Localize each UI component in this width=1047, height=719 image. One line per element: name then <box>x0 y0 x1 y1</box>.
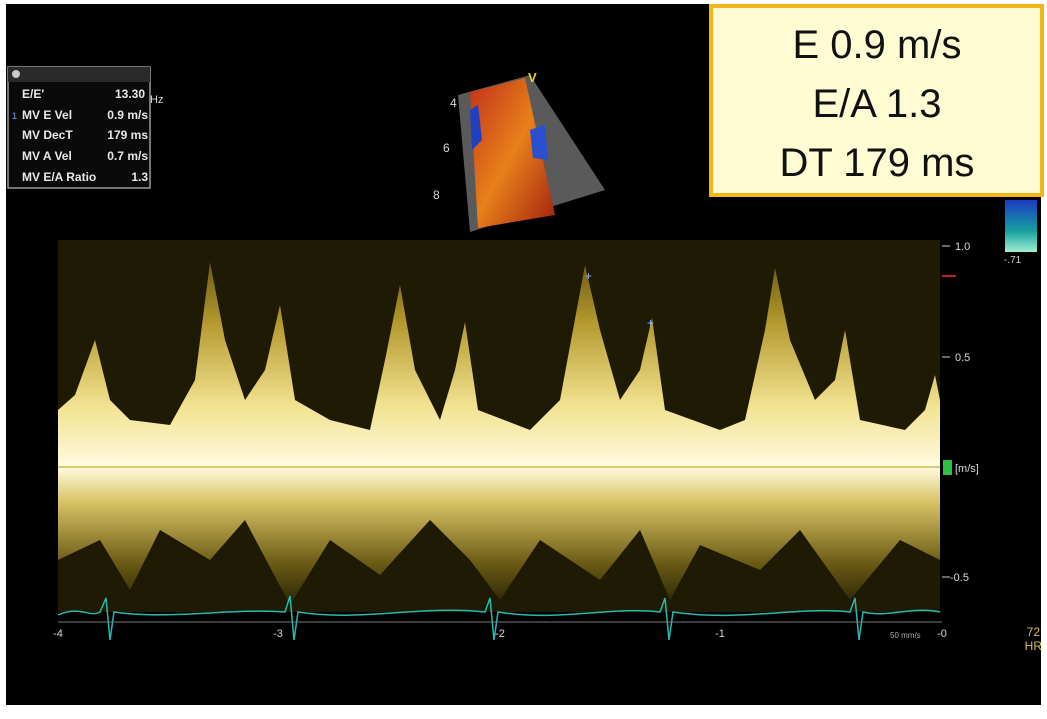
color-bar <box>1005 200 1037 252</box>
svg-text:+: + <box>647 316 654 330</box>
measurement-label: MV E Vel <box>22 108 72 122</box>
time-label: -4 <box>53 628 63 640</box>
measurement-value: 0.9 m/s <box>107 108 148 122</box>
ultrasound-screen: E/E' 13.30 Hz 1 MV E Vel 0.9 m/s MV DecT… <box>0 0 1047 714</box>
measurement-label: MV A Vel <box>22 149 72 163</box>
velocity-label: 1.0 <box>955 241 970 253</box>
measurement-unit: Hz <box>150 94 163 106</box>
color-bar-label: -.71 <box>1004 255 1022 266</box>
annotation-line: E/A 1.3 <box>813 82 942 126</box>
sweep-speed: 50 mm/s <box>890 631 921 640</box>
depth-label: 4 <box>450 96 457 110</box>
measurement-value: 1.3 <box>131 170 148 184</box>
annotation-box: E 0.9 m/s E/A 1.3 DT 179 ms <box>711 6 1042 195</box>
measurement-value: 0.7 m/s <box>107 149 148 163</box>
time-label: -1 <box>715 628 725 640</box>
heart-rate-value: 72 <box>1027 625 1041 639</box>
velocity-label: -0.5 <box>950 572 969 584</box>
measurement-value: 179 ms <box>107 128 148 142</box>
velocity-label: 0.5 <box>955 352 970 364</box>
measurement-value: 13.30 <box>115 87 145 101</box>
time-label: -2 <box>495 628 505 640</box>
measurement-label: MV DecT <box>22 128 73 142</box>
annotation-line: DT 179 ms <box>780 141 975 185</box>
svg-text:+: + <box>585 269 592 283</box>
annotation-line: E 0.9 m/s <box>793 23 962 67</box>
measurement-label: MV E/A Ratio <box>22 170 96 184</box>
depth-label: 8 <box>433 188 440 202</box>
measurement-marker: 1 <box>12 111 17 121</box>
time-label: -0 <box>937 628 947 640</box>
measurement-label: E/E' <box>22 87 44 101</box>
measurement-panel: E/E' 13.30 Hz 1 MV E Vel 0.9 m/s MV DecT… <box>8 67 163 188</box>
heart-rate-label: HR <box>1025 639 1043 653</box>
doppler-spectrum: + + <box>58 240 940 640</box>
velocity-unit: [m/s] <box>955 463 979 475</box>
time-label: -3 <box>273 628 283 640</box>
depth-label: 6 <box>443 141 450 155</box>
sector-label: V <box>528 70 537 85</box>
